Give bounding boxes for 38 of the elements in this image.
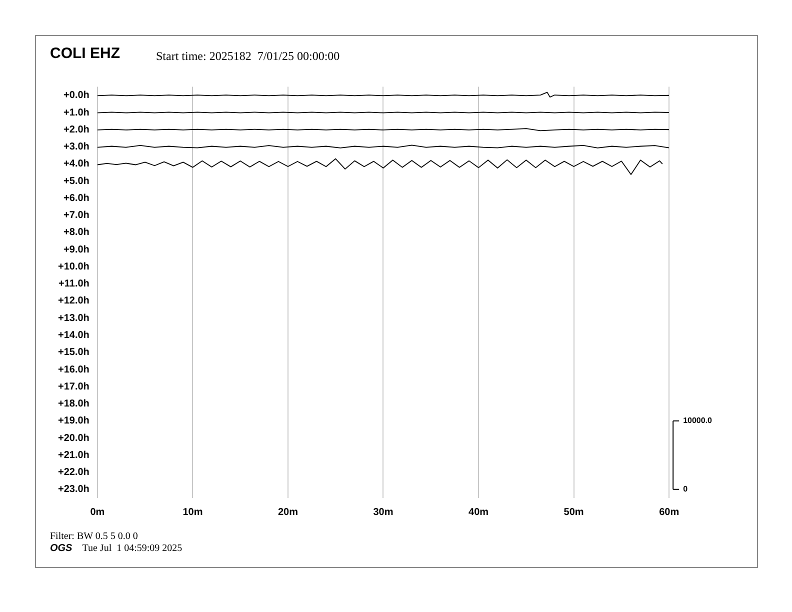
y-tick-label: +16.0h <box>58 364 90 376</box>
y-tick-label: +8.0h <box>64 227 90 238</box>
x-tick-label: 40m <box>468 506 489 518</box>
y-tick-label: +22.0h <box>58 467 90 478</box>
y-tick-label: +20.0h <box>58 432 90 444</box>
y-tick-label: +3.0h <box>64 142 90 153</box>
x-tick-label: 30m <box>373 506 394 518</box>
y-tick-label: +19.0h <box>58 416 90 427</box>
y-tick-label: +4.0h <box>64 158 90 170</box>
x-tick-label: 60m <box>659 506 680 518</box>
text: Filter: BW 0.5 5 0.0 0 <box>50 531 138 542</box>
x-tick-label: 20m <box>278 506 298 518</box>
y-tick-label: +12.0h <box>58 296 90 307</box>
y-tick-label: +2.0h <box>64 124 90 136</box>
y-tick-label: +17.0h <box>58 381 90 392</box>
y-tick-label: +5.0h <box>64 176 90 187</box>
chart-title: COLI EHZ <box>50 45 120 62</box>
y-tick-label: +7.0h <box>64 210 90 222</box>
x-tick-label: 50m <box>564 506 584 518</box>
y-tick-label: +23.0h <box>58 484 90 496</box>
x-tick-label: 10m <box>182 506 203 518</box>
y-tick-label: +0.0h <box>64 90 90 102</box>
y-tick-label: +15.0h <box>58 347 90 358</box>
y-tick-label: +14.0h <box>58 330 90 341</box>
y-tick-label: +11.0h <box>58 278 90 290</box>
text: OGS <box>50 543 72 554</box>
x-tick-label: 0m <box>90 506 105 518</box>
y-tick-label: +6.0h <box>64 192 90 204</box>
chart-subtitle: Start time: 2025182 7/01/25 00:00:00 <box>156 49 340 64</box>
y-tick-label: +13.0h <box>58 312 90 324</box>
text: Tue Jul 1 04:59:09 2025 <box>82 543 182 554</box>
y2-tick-label: 0 <box>683 484 688 494</box>
y-tick-label: +10.0h <box>58 261 90 272</box>
y2-tick-label: 10000.0 <box>683 416 713 426</box>
y-tick-label: +1.0h <box>64 107 90 118</box>
y-tick-label: +18.0h <box>58 398 90 410</box>
y-tick-label: +9.0h <box>64 244 90 256</box>
y-tick-label: +21.0h <box>58 450 90 461</box>
